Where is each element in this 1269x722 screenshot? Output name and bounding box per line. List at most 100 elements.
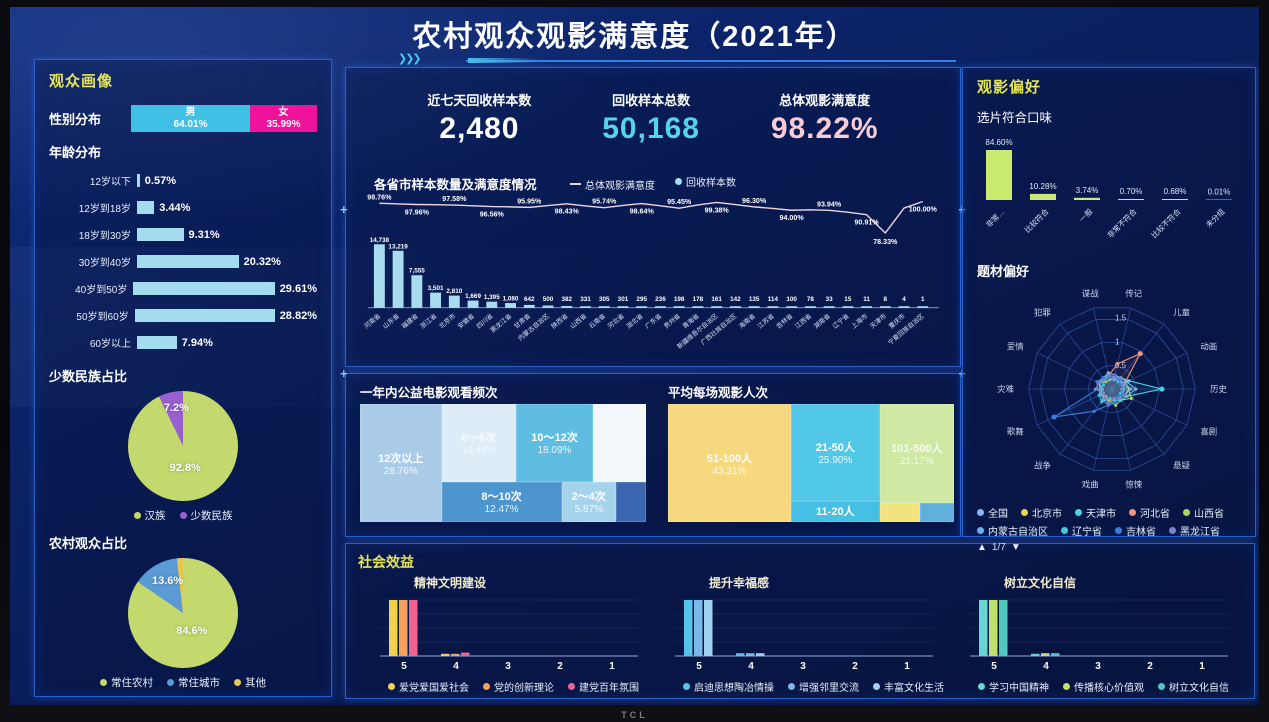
svg-text:0.70%: 0.70%	[1120, 187, 1143, 196]
social-legend-item[interactable]: 树立文化自信	[1158, 679, 1229, 694]
treemap-block[interactable]	[919, 503, 954, 522]
social-legend-item[interactable]: 传播核心价值观	[1063, 679, 1144, 694]
age-bar-row: 50岁到60岁 28.82%	[76, 309, 317, 323]
svg-text:4: 4	[1043, 661, 1049, 672]
svg-text:犯罪: 犯罪	[1034, 307, 1051, 317]
radar-legend-item[interactable]: 内蒙古自治区	[977, 523, 1048, 538]
treemap-block[interactable]: 11-20人	[790, 500, 880, 522]
kpi-stats-row: 近七天回收样本数 2,480 回收样本总数 50,168 总体观影满意度 98.…	[346, 68, 960, 146]
svg-text:135: 135	[749, 296, 760, 303]
stat-recent-samples: 近七天回收样本数 2,480	[427, 93, 532, 145]
svg-text:2: 2	[1147, 661, 1153, 672]
treemap-block[interactable]	[879, 503, 920, 522]
pie-slice-label: 7.2%	[163, 401, 189, 414]
svg-text:0.5: 0.5	[1115, 361, 1127, 370]
radar-legend-item[interactable]: 吉林省	[1115, 523, 1156, 538]
svg-text:动画: 动画	[1200, 341, 1217, 351]
treemap-block[interactable]: 6～8次 18.44%	[441, 404, 516, 482]
treemap-block[interactable]	[593, 404, 646, 482]
svg-text:15: 15	[844, 296, 852, 303]
minority-legend-item[interactable]: 汉族	[133, 508, 166, 523]
treemap-block[interactable]: 12次以上 28.76%	[360, 404, 442, 522]
social-legend-item[interactable]: 爱党爱国爱社会	[388, 679, 469, 694]
svg-text:178: 178	[693, 296, 704, 303]
province-chart-legend-item[interactable]: 总体观影满意度	[570, 177, 655, 192]
svg-text:7,555: 7,555	[409, 268, 425, 275]
treemap-block[interactable]	[615, 481, 646, 522]
radar-page-down-button[interactable]: ▼	[1010, 542, 1021, 553]
treemap-block[interactable]: 2～4次 5.87%	[561, 481, 616, 522]
minority-pie-legend: 汉族 少数民族	[49, 508, 317, 523]
svg-text:100: 100	[786, 296, 797, 303]
svg-text:2: 2	[557, 661, 563, 672]
social-legend-item[interactable]: 党的创新理论	[483, 679, 554, 694]
pie-slice-label: 13.6%	[151, 575, 184, 588]
happiness-chart-legend: 启迪思想陶冶情操 增强邻里交流 丰富文化生活	[683, 679, 951, 694]
stat-total-samples: 回收样本总数 50,168	[602, 93, 700, 145]
social-legend-item[interactable]: 建党百年氛围	[568, 679, 639, 694]
svg-text:13,219: 13,219	[388, 243, 408, 250]
pie-slice-label: 92.8%	[169, 462, 201, 474]
svg-text:100.00%: 100.00%	[909, 205, 938, 213]
svg-text:天津市: 天津市	[868, 311, 889, 331]
svg-text:94.00%: 94.00%	[780, 214, 805, 222]
svg-text:历史: 历史	[1210, 384, 1227, 394]
audience-treemap-title: 平均每场观影人次	[668, 386, 769, 400]
spirit-chart-legend: 爱党爱国爱社会 党的创新理论 建党百年氛围	[388, 679, 656, 694]
svg-text:3: 3	[1095, 661, 1101, 672]
minority-legend-item[interactable]: 少数民族	[179, 508, 233, 523]
social-legend-item[interactable]: 启迪思想陶冶情操	[683, 679, 774, 694]
social-legend-item[interactable]: 学习中国精神	[978, 679, 1049, 694]
radar-legend-item[interactable]: 山西省	[1183, 505, 1224, 520]
age-bar-row: 18岁到30岁 9.31%	[78, 228, 220, 242]
radar-legend-item[interactable]: 天津市	[1075, 505, 1116, 520]
radar-legend-item[interactable]: 辽宁省	[1061, 523, 1102, 538]
gender-female-name: 女	[278, 106, 289, 118]
radar-legend-item[interactable]: 北京市	[1021, 505, 1062, 520]
svg-text:98.76%: 98.76%	[367, 193, 392, 201]
gender-distribution-label: 性别分布	[49, 112, 102, 127]
dashboard-screen: 农村观众观影满意度（2021年） 观众画像 性别分布 男 64.01% 女 35…	[10, 7, 1259, 705]
treemap-block[interactable]: 51-100人 43.31%	[668, 404, 791, 522]
svg-text:84.60%: 84.60%	[985, 138, 1012, 147]
radar-legend-item[interactable]: 全国	[977, 505, 1008, 520]
treemap-block[interactable]: 8～10次 12.47%	[441, 481, 562, 522]
happiness-bar-chart: 5 4 3 2 1	[675, 599, 933, 672]
rural-legend-item[interactable]: 常住农村	[100, 675, 153, 690]
svg-text:1,395: 1,395	[484, 294, 500, 301]
gender-distribution: 性别分布 男 64.01% 女 35.99%	[49, 105, 317, 132]
svg-text:5: 5	[696, 661, 702, 672]
radar-legend-item[interactable]: 河北省	[1129, 505, 1170, 520]
province-chart-legend-item[interactable]: 回收样本数	[675, 174, 736, 189]
gender-female-segment[interactable]: 女 35.99%	[250, 105, 317, 132]
genre-radar-title: 题材偏好	[977, 264, 1030, 279]
svg-text:山西省: 山西省	[568, 311, 588, 330]
svg-text:湖南省: 湖南省	[812, 311, 832, 330]
svg-text:3.74%: 3.74%	[1076, 186, 1099, 195]
svg-text:1: 1	[904, 661, 910, 672]
svg-text:传记: 传记	[1125, 288, 1142, 298]
svg-text:90.91%: 90.91%	[854, 219, 879, 227]
svg-text:比较符合: 比较符合	[1022, 206, 1051, 235]
svg-text:98.64%: 98.64%	[630, 207, 655, 215]
rural-legend-item[interactable]: 常住城市	[167, 675, 220, 690]
radar-legend-item[interactable]: 黑龙江省	[1169, 523, 1220, 538]
svg-text:142: 142	[730, 296, 741, 303]
svg-text:爱情: 爱情	[1007, 341, 1024, 351]
gender-male-segment[interactable]: 男 64.01%	[131, 105, 251, 132]
svg-text:战争: 战争	[1034, 461, 1051, 471]
treemap-block[interactable]: 10～12次 18.09%	[515, 404, 594, 482]
social-legend-item[interactable]: 增强邻里交流	[788, 679, 859, 694]
svg-text:戏曲: 戏曲	[1082, 480, 1099, 490]
radar-page-up-button[interactable]: ▲	[977, 542, 987, 553]
treemap-block[interactable]: 21-50人 25.90%	[790, 404, 880, 501]
rural-legend-item[interactable]: 其他	[234, 675, 266, 690]
svg-text:比较不符合: 比较不符合	[1149, 206, 1183, 240]
minority-pie-chart: 92.8% 7.2%	[128, 391, 238, 501]
social-legend-item[interactable]: 丰富文化生活	[873, 679, 944, 694]
treemap-block[interactable]: 101-500人 21.17%	[879, 404, 954, 504]
svg-text:河北省: 河北省	[605, 311, 625, 330]
